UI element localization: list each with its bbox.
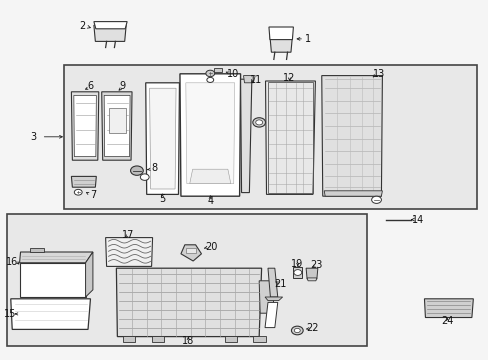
Text: 11: 11: [249, 75, 262, 85]
Polygon shape: [151, 336, 163, 342]
Circle shape: [130, 166, 143, 175]
Bar: [7, 214, 366, 346]
Text: 4: 4: [207, 196, 213, 206]
Text: 8: 8: [151, 163, 157, 174]
Polygon shape: [30, 248, 44, 252]
Polygon shape: [267, 268, 277, 297]
Text: 1: 1: [305, 34, 310, 44]
Polygon shape: [424, 299, 472, 318]
Polygon shape: [185, 83, 234, 184]
Polygon shape: [293, 267, 302, 278]
Text: 12: 12: [283, 73, 295, 84]
Text: 13: 13: [372, 69, 385, 79]
Polygon shape: [105, 238, 152, 266]
Bar: [63, 65, 476, 209]
Circle shape: [291, 326, 303, 335]
Polygon shape: [259, 281, 273, 313]
Polygon shape: [94, 22, 127, 29]
Bar: [108, 108, 125, 133]
Circle shape: [205, 70, 214, 77]
Polygon shape: [116, 268, 261, 337]
Circle shape: [140, 174, 149, 180]
Polygon shape: [189, 169, 230, 184]
Text: 22: 22: [306, 323, 319, 333]
Polygon shape: [104, 95, 130, 157]
Circle shape: [255, 120, 262, 125]
Polygon shape: [268, 27, 293, 40]
Polygon shape: [264, 297, 282, 301]
Circle shape: [294, 328, 300, 333]
Text: 17: 17: [122, 230, 135, 240]
Polygon shape: [71, 176, 96, 187]
Polygon shape: [20, 252, 93, 263]
Polygon shape: [85, 252, 93, 297]
Polygon shape: [181, 245, 201, 261]
Circle shape: [252, 118, 265, 127]
Text: 9: 9: [119, 81, 125, 91]
Text: 20: 20: [204, 242, 217, 252]
Circle shape: [293, 270, 301, 275]
Text: 2: 2: [79, 21, 85, 31]
Polygon shape: [180, 74, 240, 196]
Text: 7: 7: [90, 190, 96, 200]
Polygon shape: [102, 92, 132, 160]
Polygon shape: [214, 68, 222, 72]
Polygon shape: [149, 88, 176, 189]
Circle shape: [206, 77, 213, 82]
Text: 24: 24: [440, 316, 453, 326]
Polygon shape: [265, 81, 315, 194]
Polygon shape: [11, 299, 90, 329]
Polygon shape: [123, 336, 135, 342]
Polygon shape: [264, 302, 277, 328]
Text: 10: 10: [226, 69, 239, 79]
Circle shape: [371, 196, 381, 203]
Polygon shape: [145, 83, 179, 194]
Polygon shape: [74, 95, 96, 157]
Polygon shape: [305, 268, 317, 279]
Text: 6: 6: [87, 81, 93, 91]
Text: 15: 15: [3, 309, 16, 319]
Polygon shape: [306, 278, 316, 281]
Text: 16: 16: [6, 257, 19, 267]
Polygon shape: [324, 191, 382, 196]
Polygon shape: [240, 79, 251, 193]
Polygon shape: [20, 263, 85, 297]
Text: 5: 5: [159, 194, 165, 204]
Polygon shape: [269, 36, 292, 52]
Text: 14: 14: [411, 215, 424, 225]
Text: 18: 18: [182, 336, 194, 346]
Text: 3: 3: [30, 132, 36, 142]
Polygon shape: [243, 76, 255, 83]
Polygon shape: [224, 336, 237, 342]
Polygon shape: [253, 336, 265, 342]
Polygon shape: [94, 25, 126, 41]
Polygon shape: [185, 248, 195, 253]
Polygon shape: [71, 92, 99, 160]
Text: 19: 19: [290, 258, 303, 269]
Text: 21: 21: [273, 279, 286, 289]
Text: 23: 23: [310, 260, 323, 270]
Circle shape: [74, 189, 82, 195]
Polygon shape: [321, 76, 382, 196]
